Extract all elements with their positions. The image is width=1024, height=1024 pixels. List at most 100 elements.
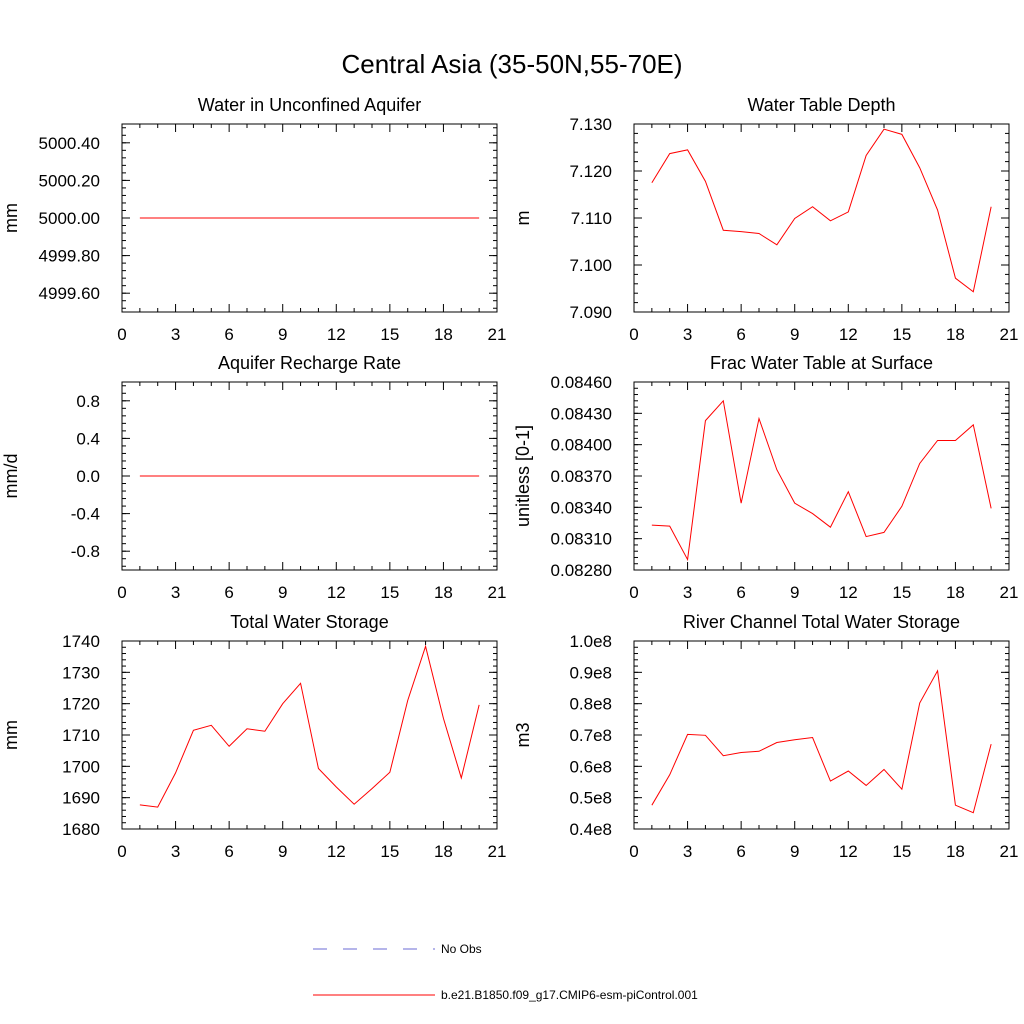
data-point: [740, 502, 742, 504]
data-point: [740, 752, 742, 754]
data-point: [722, 400, 724, 402]
x-tick-label: 3: [683, 583, 692, 602]
y-tick-label: 4999.80: [39, 247, 100, 266]
data-point: [425, 646, 427, 648]
data-point: [139, 475, 141, 477]
y-tick-label: 1730: [62, 663, 100, 682]
x-tick-label: 21: [488, 842, 507, 861]
chart-panel-4: Frac Water Table at Surface unitless [0-1…: [513, 353, 1018, 602]
y-axis-label: mm/d: [1, 454, 21, 499]
chart-panel-3: Aquifer Recharge Rate mm/d 0 3 6 9 12 15 18 21 -0.…: [1, 353, 506, 602]
x-tick-label: 3: [171, 583, 180, 602]
x-tick-label: 12: [839, 325, 858, 344]
y-tick-label: 0.5e8: [569, 789, 612, 808]
y-tick-label: -0.8: [71, 542, 100, 561]
data-point: [264, 475, 266, 477]
x-tick-label: 15: [380, 583, 399, 602]
data-point: [812, 206, 814, 208]
data-point: [193, 475, 195, 477]
y-tick-label: 7.090: [569, 303, 612, 322]
data-point: [318, 475, 320, 477]
series-line: [651, 399, 992, 562]
x-tick-label: 21: [1000, 842, 1019, 861]
x-tick-label: 6: [736, 583, 745, 602]
y-axis-label: m: [513, 211, 533, 226]
data-point: [157, 475, 159, 477]
data-point: [264, 217, 266, 219]
data-point: [389, 217, 391, 219]
x-tick-label: 9: [278, 325, 287, 344]
data-point: [460, 475, 462, 477]
y-tick-label: 7.100: [569, 256, 612, 275]
x-tick-label: 12: [839, 842, 858, 861]
data-point: [722, 229, 724, 231]
y-tick-label: 5000.40: [39, 134, 100, 153]
data-point: [794, 739, 796, 741]
data-point: [139, 804, 141, 806]
data-point: [371, 788, 373, 790]
y-tick-label: 0.7e8: [569, 726, 612, 745]
data-point: [812, 513, 814, 515]
y-tick-label: 4999.60: [39, 284, 100, 303]
data-point: [443, 217, 445, 219]
data-point: [847, 211, 849, 213]
panels: Water in Unconfined Aquifer mm 0 3 6 9 12 15 18 2…: [1, 95, 1018, 861]
panel-title: River Channel Total Water Storage: [683, 612, 960, 632]
x-tick-label: 9: [278, 842, 287, 861]
data-point: [246, 728, 248, 730]
data-point: [794, 218, 796, 220]
x-tick-label: 6: [224, 325, 233, 344]
data-point: [990, 508, 992, 510]
data-point: [865, 536, 867, 538]
data-point: [919, 702, 921, 704]
data-point: [139, 217, 141, 219]
x-tick-label: 12: [327, 583, 346, 602]
x-tick-label: 9: [790, 583, 799, 602]
data-point: [228, 217, 230, 219]
data-point: [830, 780, 832, 782]
y-tick-label: 0.8: [76, 392, 100, 411]
data-point: [228, 745, 230, 747]
data-point: [371, 217, 373, 219]
data-point: [847, 491, 849, 493]
data-point: [651, 182, 653, 184]
data-point: [318, 768, 320, 770]
x-tick-label: 12: [327, 325, 346, 344]
data-point: [353, 217, 355, 219]
data-point: [955, 804, 957, 806]
x-tick-label: 0: [629, 583, 638, 602]
data-point: [758, 418, 760, 420]
y-tick-label: 0.08460: [551, 373, 612, 392]
panel-title: Water in Unconfined Aquifer: [198, 95, 421, 115]
data-point: [389, 771, 391, 773]
x-tick-label: 18: [434, 583, 453, 602]
data-point: [157, 806, 159, 808]
x-tick-label: 0: [117, 842, 126, 861]
data-point: [937, 670, 939, 672]
panel-title: Water Table Depth: [747, 95, 895, 115]
data-point: [919, 463, 921, 465]
data-point: [175, 475, 177, 477]
data-point: [990, 206, 992, 208]
data-point: [669, 525, 671, 527]
y-tick-label: 0.08280: [551, 561, 612, 580]
data-point: [794, 502, 796, 504]
x-tick-label: 6: [224, 583, 233, 602]
data-point: [830, 526, 832, 528]
x-tick-label: 21: [488, 583, 507, 602]
data-point: [264, 730, 266, 732]
data-point: [758, 233, 760, 235]
chart-panel-2: Water Table Depth m 0 3 6 9 12 15 18 21 7.090 7.100…: [513, 95, 1018, 344]
y-axis-label: unitless [0-1]: [513, 425, 533, 527]
x-tick-label: 3: [683, 842, 692, 861]
data-point: [175, 772, 177, 774]
data-point: [335, 475, 337, 477]
x-tick-label: 21: [488, 325, 507, 344]
y-tick-label: 0.4: [76, 429, 100, 448]
y-tick-label: 1690: [62, 789, 100, 808]
x-tick-label: 15: [380, 842, 399, 861]
main-title: Central Asia (35-50N,55-70E): [341, 49, 682, 79]
data-point: [919, 167, 921, 169]
data-point: [830, 220, 832, 222]
